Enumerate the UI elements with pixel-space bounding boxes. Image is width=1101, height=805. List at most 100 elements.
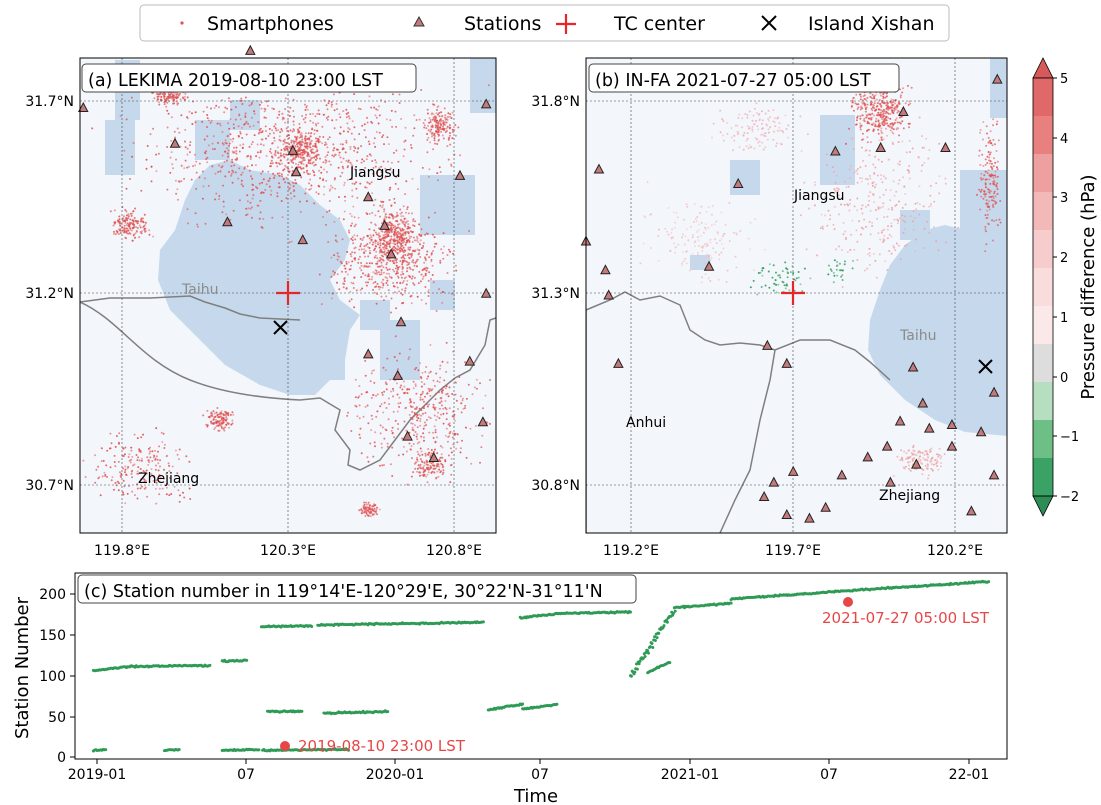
panel-b-title: (b) IN-FA 2021-07-27 05:00 LST: [595, 71, 871, 91]
station-marker: [768, 476, 780, 487]
series-point: [310, 625, 314, 628]
panel-b-map: Jiangsu Taihu Anhui Zhejiang (b) IN-FA 2…: [531, 57, 1008, 559]
highlight-point-2021: [843, 597, 853, 607]
series-point: [521, 702, 525, 706]
cbar-tick-neg1: −1: [1060, 430, 1079, 445]
station-marker: [297, 234, 309, 245]
station-marker: [885, 476, 896, 487]
station-marker: [966, 505, 977, 516]
station-marker: [946, 418, 958, 430]
series-point: [386, 710, 390, 714]
station-marker: [907, 361, 919, 372]
station-marker: [402, 430, 413, 441]
station-marker: [477, 416, 489, 427]
c-ylabel: Station Number: [12, 596, 33, 739]
station-marker: [287, 144, 299, 155]
series-point: [257, 748, 261, 752]
c-ytick-200: 200: [39, 587, 66, 603]
station-marker: [988, 469, 1000, 480]
region-label-anhui-b: Anhui: [626, 415, 666, 431]
a-ytick-1: 30.7°N: [25, 478, 74, 494]
cbar-tick-2: 2: [1060, 251, 1068, 266]
station-marker: [464, 355, 476, 366]
c-ytick-0: 0: [57, 750, 66, 766]
c-xtick-1: 2019-01: [68, 767, 127, 783]
region-label-taihu-b: Taihu: [899, 328, 936, 344]
series-point: [635, 667, 639, 671]
series-point: [665, 618, 669, 622]
colorbar: 5 4 3 2 1 0 −1 −2 Pressure difference (h…: [1032, 57, 1099, 517]
station-marker: [600, 264, 611, 275]
station-marker: [480, 287, 492, 298]
station-marker: [894, 415, 906, 426]
station-marker: [480, 98, 492, 109]
series-point: [653, 639, 657, 642]
annotation-2021: 2021-07-27 05:00 LST: [822, 609, 990, 627]
a-xtick-1: 119.8°E: [94, 543, 150, 559]
series-point: [347, 748, 350, 752]
series-point: [672, 606, 676, 610]
series-point: [662, 624, 666, 628]
station-marker: [917, 397, 929, 408]
station-marker: [898, 105, 909, 116]
station-marker: [454, 169, 466, 180]
island-xishan-marker-b: [978, 359, 993, 374]
region-label-zhejiang-b: Zhejiang: [879, 488, 940, 504]
station-marker: [703, 260, 715, 271]
series-point: [650, 642, 654, 645]
series-point: [638, 659, 642, 663]
cbar-tick-neg2: −2: [1060, 490, 1079, 505]
island-legend-marker: [761, 15, 777, 31]
series-point: [671, 611, 675, 615]
cbar-tick-4: 4: [1060, 132, 1068, 147]
tc-center-marker-b: [781, 281, 805, 305]
region-label-jiangsu-b: Jiangsu: [793, 188, 845, 204]
panel-a-title: (a) LEKIMA 2019-08-10 23:00 LST: [88, 71, 383, 91]
station-marker: [613, 357, 624, 368]
b-xtick-3: 120.2°E: [927, 543, 983, 559]
series-point: [673, 609, 677, 613]
series-point: [987, 580, 991, 584]
legend-label-smartphones: Smartphones: [207, 13, 334, 35]
station-marker: [603, 289, 614, 300]
station-marker: [881, 440, 893, 451]
c-xtick-4: 07: [531, 767, 549, 783]
a-ytick-3: 31.7°N: [25, 94, 74, 110]
highlight-point-2019: [280, 741, 290, 751]
station-marker: [804, 512, 815, 523]
station-marker: [836, 469, 848, 480]
a-xtick-2: 120.3°E: [260, 543, 316, 559]
c-xtick-3: 2020-01: [366, 767, 425, 783]
station-marker: [830, 145, 841, 156]
station-marker: [758, 490, 770, 502]
station-marker: [222, 216, 233, 227]
series-point: [655, 636, 659, 640]
series-point: [245, 658, 249, 662]
province-border-b: [586, 291, 891, 533]
series-point: [646, 649, 650, 653]
series-point: [729, 601, 733, 605]
a-xtick-3: 120.8°E: [426, 543, 482, 559]
series-point: [629, 610, 632, 614]
c-xtick-5: 2021-01: [661, 767, 720, 783]
c-ytick-50: 50: [48, 710, 66, 726]
region-label-taihu-a: Taihu: [181, 282, 218, 298]
station-marker: [991, 73, 1003, 84]
c-ytick-100: 100: [39, 669, 66, 685]
legend-label-island: Island Xishan: [808, 13, 935, 35]
a-ytick-2: 31.2°N: [25, 286, 74, 302]
series-point: [629, 674, 633, 678]
station-marker: [395, 316, 407, 327]
station-marker: [290, 166, 302, 177]
lake-taihu-water: [105, 58, 496, 395]
b-ytick-3: 31.8°N: [531, 94, 580, 110]
station-legend-marker: [413, 15, 425, 27]
c-ytick-150: 150: [39, 628, 66, 644]
cbar-tick-5: 5: [1060, 72, 1068, 87]
station-marker: [988, 386, 1000, 397]
station-marker: [910, 458, 922, 469]
series-point: [104, 748, 108, 752]
station-marker: [77, 101, 89, 112]
station-marker: [820, 501, 831, 512]
b-ytick-2: 31.3°N: [531, 286, 580, 302]
